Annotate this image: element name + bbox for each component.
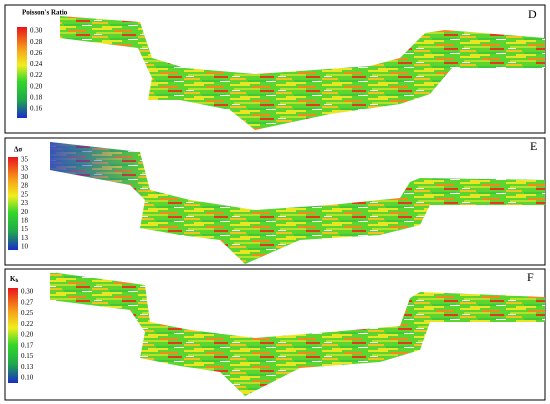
model-slice-low	[50, 142, 150, 200]
colorbar-tick-label: 0.25	[21, 309, 34, 317]
colorbar-tick-label: 0.30	[30, 27, 43, 35]
colorbar-tick-label: 0.16	[30, 105, 43, 113]
panel-frame	[4, 268, 546, 401]
colorbar-tick-label: 0.20	[30, 82, 43, 90]
colorbar-tick-label: 0.18	[30, 93, 43, 101]
colorbar-tick-label: 0.28	[30, 38, 43, 46]
colorbar-tick-label: 13	[21, 234, 29, 242]
colorbar-tick-label: 0.27	[21, 298, 34, 306]
model-slice	[50, 272, 545, 396]
colorbar-tick-label: 33	[21, 164, 29, 172]
colorbar-tick-label: 25	[21, 190, 29, 198]
colorbar-tick-label: 0.17	[21, 341, 34, 349]
legend-title: Poisson's Ratio	[22, 9, 68, 17]
colorbar-tick-label: 0.13	[21, 363, 34, 371]
legend-title-sub: h	[15, 279, 18, 284]
colorbar	[17, 27, 27, 118]
colorbar	[8, 157, 18, 250]
colorbar-tick-label: 23	[21, 199, 29, 207]
colorbar-tick-label: 0.20	[21, 331, 34, 339]
legend-title: Δσ	[14, 146, 22, 154]
model-slice	[50, 142, 545, 264]
colorbar-tick-label: 20	[21, 208, 29, 216]
colorbar-tick-label: 0.15	[21, 352, 34, 360]
colorbar	[8, 288, 18, 383]
panel-letter: D	[528, 7, 537, 21]
colorbar-tick-label: 0.22	[30, 71, 43, 79]
colorbar-tick-label: 18	[21, 217, 29, 225]
colorbar-tick-label: 0.10	[21, 374, 34, 382]
panel-frame	[4, 4, 546, 134]
colorbar-tick-label: 0.22	[21, 320, 34, 328]
colorbar-tick-label: 15	[21, 225, 29, 233]
legend-title-main: K	[10, 275, 16, 283]
colorbar-tick-label: 10	[21, 243, 29, 251]
panel-letter: F	[527, 270, 534, 284]
legend-title: Kh	[10, 275, 18, 285]
colorbar-tick-label: 30	[21, 173, 29, 181]
colorbar-tick-label: 28	[21, 182, 29, 190]
colorbar-tick-label: 0.30	[21, 288, 34, 296]
colorbar-tick-label: 35	[21, 156, 29, 164]
model-slice	[60, 16, 545, 130]
colorbar-tick-label: 0.26	[30, 49, 43, 57]
colorbar-tick-label: 0.24	[30, 60, 43, 68]
panel-letter: E	[530, 139, 537, 153]
